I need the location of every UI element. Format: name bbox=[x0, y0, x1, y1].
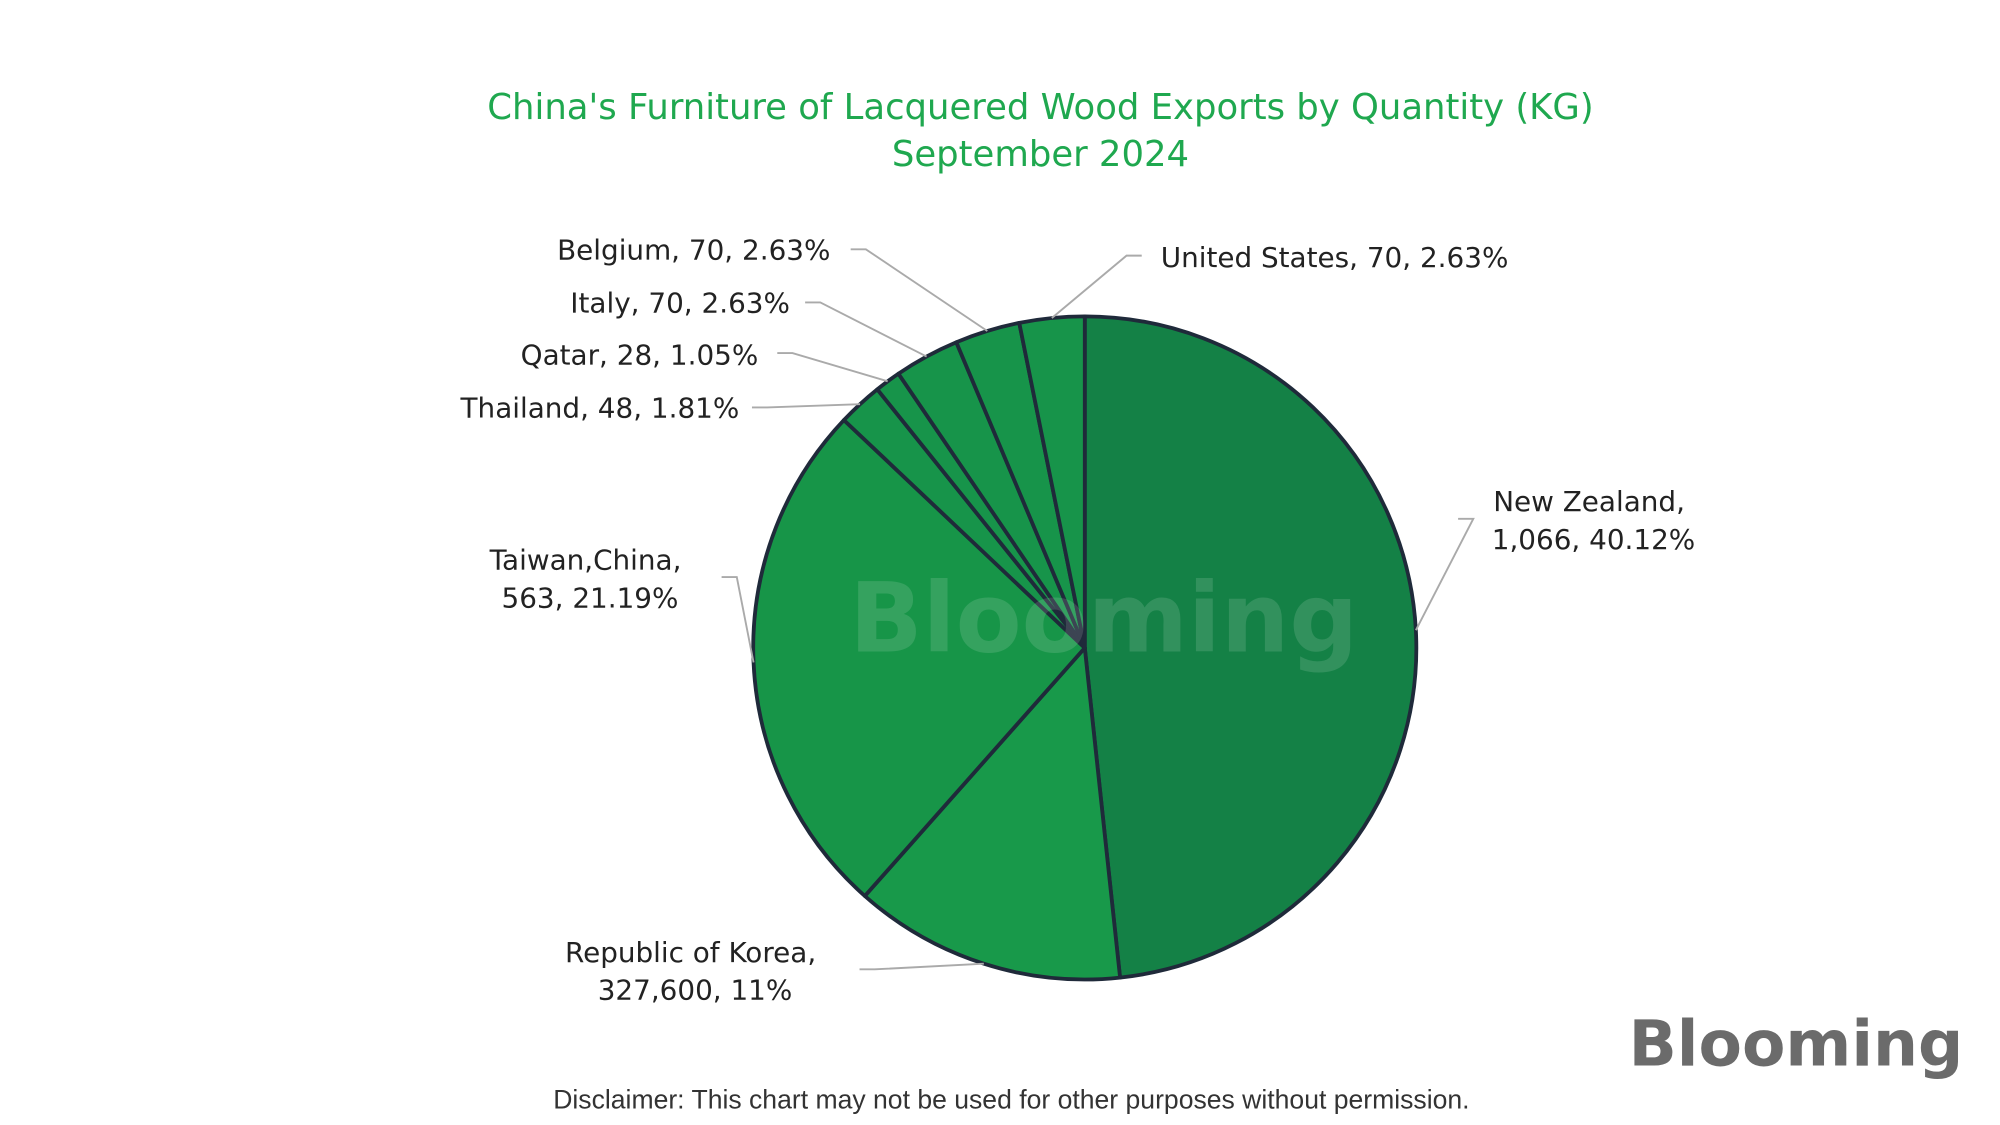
label-part: 2.63% bbox=[702, 287, 790, 320]
label-part: 1,066 bbox=[1492, 523, 1572, 556]
label-part: 2.63% bbox=[1420, 241, 1508, 274]
data-label: Italy, 70, 2.63% bbox=[570, 287, 790, 320]
logo: Blooming bbox=[1629, 1007, 1964, 1081]
label-part: 11% bbox=[730, 974, 792, 1007]
label-part: Qatar bbox=[521, 338, 600, 371]
label-part: Belgium bbox=[557, 233, 671, 266]
label-part: 563 bbox=[502, 581, 555, 614]
label-part: , bbox=[807, 936, 825, 969]
leader-line bbox=[751, 403, 861, 409]
data-label: Thailand, 48, 1.81% bbox=[460, 392, 740, 425]
label-part: Taiwan,China bbox=[489, 543, 673, 576]
label-part: New Zealand bbox=[1493, 485, 1676, 518]
leader-line bbox=[777, 352, 888, 383]
data-label: Qatar, 28, 1.05% bbox=[521, 338, 759, 371]
label-part: , bbox=[580, 392, 598, 425]
pie-slice bbox=[862, 646, 1122, 982]
leader-line bbox=[850, 248, 988, 332]
label-part: Thailand bbox=[460, 392, 581, 425]
label-part: , bbox=[652, 338, 670, 371]
data-label: Republic of Korea, 327,600, 11% bbox=[565, 936, 825, 1007]
label-part: 1.05% bbox=[670, 338, 758, 371]
data-label: Taiwan,China, 563, 21.19% bbox=[489, 543, 691, 614]
data-label: United States, 70, 2.63% bbox=[1161, 241, 1509, 274]
leader-line bbox=[721, 576, 755, 663]
leader-line bbox=[1051, 254, 1142, 319]
label-part: , bbox=[555, 581, 573, 614]
watermark: Blooming bbox=[849, 563, 1358, 675]
label-part: , bbox=[1402, 241, 1420, 274]
pie-slice bbox=[1017, 314, 1087, 650]
label-part: United States bbox=[1161, 241, 1349, 274]
label-part: , bbox=[1349, 241, 1367, 274]
label-part: Italy bbox=[570, 287, 630, 320]
label-part: Republic of Korea bbox=[565, 936, 807, 969]
label-part: , bbox=[633, 392, 651, 425]
label-part: 70 bbox=[689, 233, 724, 266]
pie bbox=[751, 314, 1419, 982]
label-part: 40.12% bbox=[1589, 523, 1695, 556]
data-label: New Zealand, 1,066, 40.12% bbox=[1492, 485, 1695, 556]
leader-line bbox=[805, 301, 928, 358]
label-part: , bbox=[631, 287, 649, 320]
leader-line bbox=[1415, 517, 1475, 631]
label-part: , bbox=[1676, 485, 1694, 518]
label-part: 70 bbox=[1367, 241, 1402, 274]
label-part: 70 bbox=[648, 287, 683, 320]
label-part: 1.81% bbox=[651, 392, 739, 425]
label-part: , bbox=[671, 233, 689, 266]
label-part: 48 bbox=[598, 392, 633, 425]
label-part: 327,600 bbox=[598, 974, 713, 1007]
data-label: Belgium, 70, 2.63% bbox=[557, 233, 830, 266]
pie-slice bbox=[1082, 314, 1419, 980]
label-part: 2.63% bbox=[742, 233, 830, 266]
leader-line bbox=[859, 962, 984, 971]
label-part: , bbox=[673, 543, 691, 576]
label-part: , bbox=[724, 233, 742, 266]
pie-slice bbox=[751, 418, 1087, 898]
chart-title: China's Furniture of Lacquered Wood Expo… bbox=[487, 87, 1593, 128]
label-part: 21.19% bbox=[572, 581, 678, 614]
label-part: , bbox=[599, 338, 617, 371]
label-part: , bbox=[684, 287, 702, 320]
disclaimer: Disclaimer: This chart may not be used f… bbox=[553, 1085, 1469, 1115]
label-part: 28 bbox=[617, 338, 652, 371]
chart-subtitle: September 2024 bbox=[892, 134, 1189, 175]
label-part: , bbox=[713, 974, 731, 1007]
label-part: , bbox=[1571, 523, 1589, 556]
